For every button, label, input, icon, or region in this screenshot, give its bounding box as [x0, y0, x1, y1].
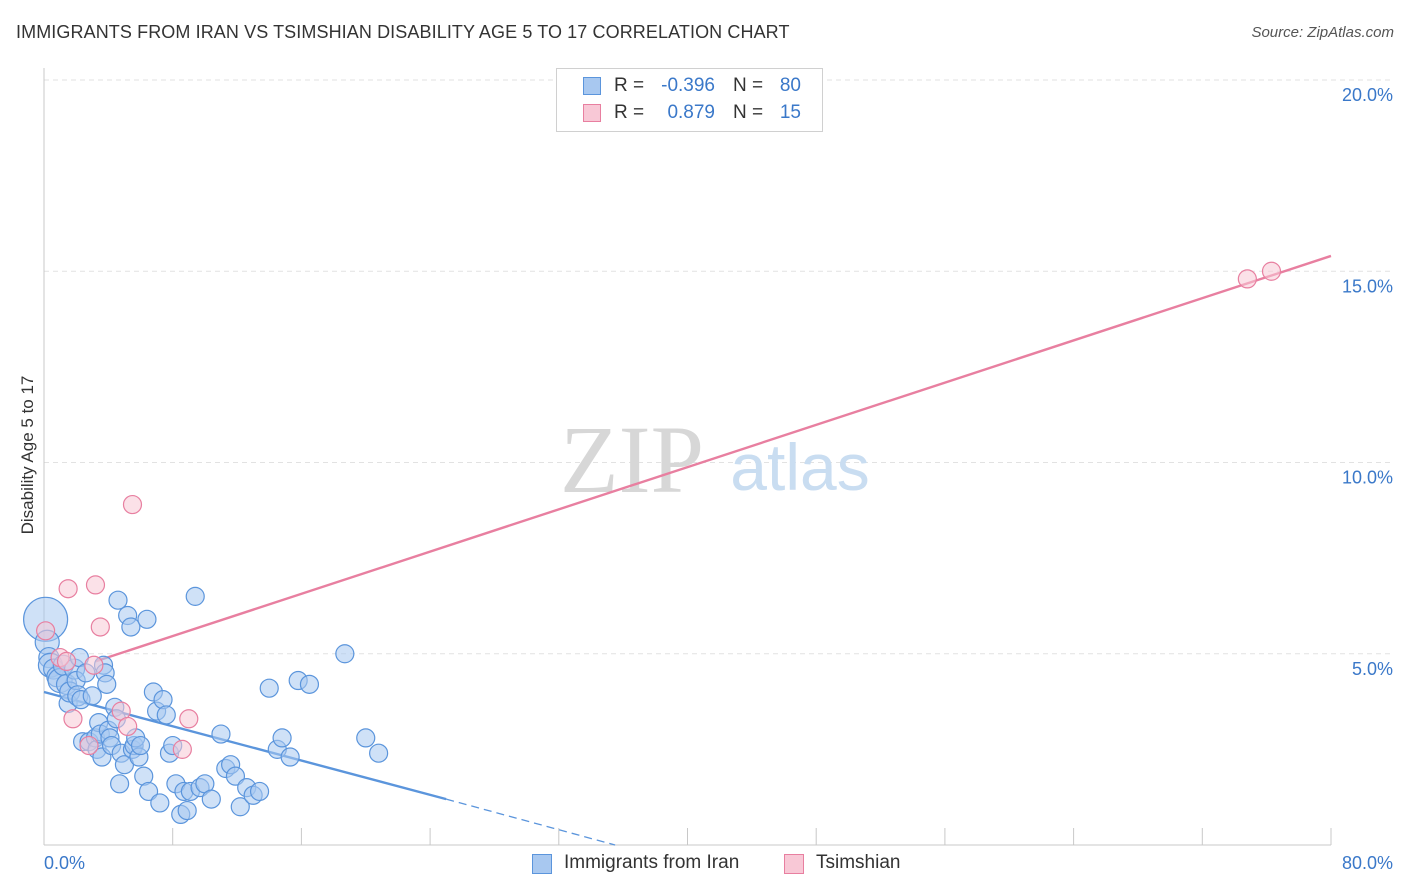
x-tick-label: 0.0%: [44, 853, 85, 873]
iran-point: [138, 781, 159, 802]
tsimshian-point: [36, 621, 56, 641]
r-label: R =: [614, 102, 645, 123]
chart-title: IMMIGRANTS FROM IRAN VS TSIMSHIAN DISABI…: [16, 22, 790, 42]
iran-point: [356, 728, 376, 748]
iran-point: [249, 781, 270, 802]
tick-labels: 5.0% 10.0% 15.0% 20.0% 0.0% 80.0%: [44, 85, 1393, 873]
iran-point: [130, 735, 151, 756]
tsimshian-point: [58, 579, 78, 599]
iran-point: [108, 590, 128, 610]
legend-label-iran: Immigrants from Iran: [564, 852, 740, 873]
iran-point: [369, 743, 389, 763]
tsimshian-point: [79, 735, 99, 756]
iran-point: [299, 674, 320, 694]
iran-point: [97, 674, 117, 694]
iran-swatch: [583, 77, 601, 95]
iran-point: [177, 800, 197, 821]
r-value: -0.396: [661, 75, 715, 96]
n-label: N =: [733, 75, 764, 96]
y-tick-label: 5.0%: [1352, 659, 1393, 679]
tsimshian-point: [1237, 269, 1257, 289]
tsimshian-point: [56, 651, 77, 672]
iran-point: [110, 774, 130, 794]
r-label: R =: [614, 75, 645, 96]
iran-trend-extension: [446, 798, 616, 846]
iran-point: [259, 678, 279, 698]
y-axis-label: Disability Age 5 to 17: [18, 375, 37, 535]
r-value: 0.879: [667, 102, 715, 123]
tsimshian-point: [122, 494, 143, 515]
iran-point: [82, 686, 102, 706]
y-tick-label: 20.0%: [1342, 85, 1393, 105]
legend-swatch-iran: [532, 854, 552, 874]
tsimshian-point: [84, 655, 104, 675]
legend-label-tsimshian: Tsimshian: [816, 852, 901, 873]
tsimshian-point: [179, 709, 199, 729]
trend-lines: [43, 254, 1332, 846]
tsimshian-point: [1261, 261, 1282, 281]
n-label: N =: [733, 102, 764, 123]
iran-point: [225, 766, 246, 786]
axes: [43, 68, 1332, 846]
watermark-zip: ZIP: [560, 406, 704, 513]
grid-lines: [44, 79, 1393, 655]
iran-point: [211, 724, 231, 744]
n-value: 15: [779, 102, 801, 123]
iran-point: [201, 789, 221, 809]
tsimshian-point: [118, 716, 138, 737]
iran-point: [150, 793, 170, 813]
tsimshian-point: [63, 709, 83, 729]
x-tick-label: 80.0%: [1342, 853, 1393, 873]
iran-point: [335, 644, 355, 664]
tsimshian-swatch: [583, 104, 601, 122]
y-tick-label: 15.0%: [1342, 276, 1393, 296]
legend-swatch-tsimshian: [784, 854, 804, 874]
iran-point: [272, 728, 292, 748]
tsimshian-point: [172, 739, 192, 759]
iran-point: [121, 617, 141, 637]
stats-box: R = -0.396 N = 80 R = 0.879 N = 15: [556, 68, 823, 132]
watermark-atlas: atlas: [730, 430, 869, 504]
iran-point: [185, 586, 205, 606]
iran-point: [230, 797, 250, 817]
source-label: Source: ZipAtlas.com: [1251, 24, 1394, 41]
tsimshian-trend-line: [95, 254, 1332, 663]
iran-point: [280, 747, 300, 767]
y-tick-label: 10.0%: [1342, 468, 1393, 488]
n-value: 80: [779, 75, 801, 96]
iran-point: [137, 609, 157, 629]
iran-point: [156, 705, 176, 725]
data-points: [23, 261, 1282, 825]
tsimshian-point: [90, 617, 110, 637]
tsimshian-point: [85, 575, 106, 595]
watermark: ZIP atlas: [560, 406, 870, 513]
